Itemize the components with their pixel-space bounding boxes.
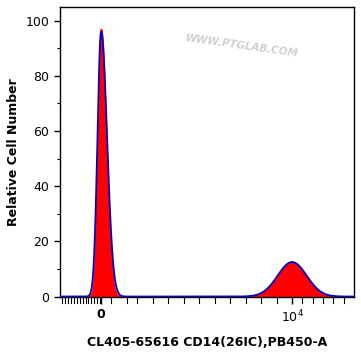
X-axis label: CL405-65616 CD14(26IC),PB450-A: CL405-65616 CD14(26IC),PB450-A (87, 336, 327, 349)
Text: WWW.PTGLAB.COM: WWW.PTGLAB.COM (185, 33, 300, 59)
Y-axis label: Relative Cell Number: Relative Cell Number (7, 78, 20, 226)
